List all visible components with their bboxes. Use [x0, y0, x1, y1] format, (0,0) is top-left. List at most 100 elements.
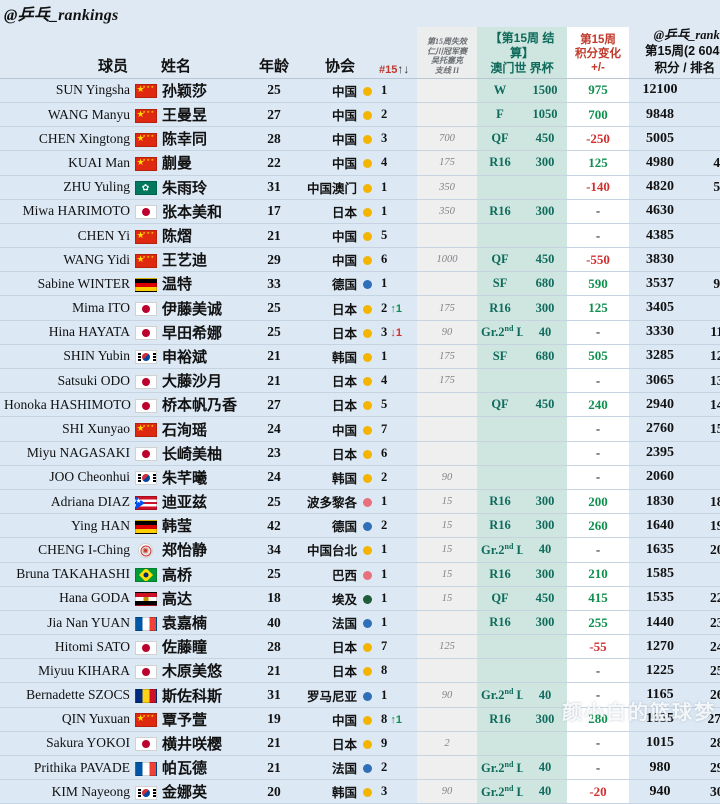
points-delta: -	[567, 416, 629, 442]
delta-line-3: +/-	[591, 62, 605, 74]
event-result: R16	[477, 295, 523, 321]
player-latin-name: CHENG I-Ching	[0, 537, 132, 563]
points-delta: 700	[567, 102, 629, 128]
assoc-rank-15: 3	[375, 126, 417, 152]
col-header-event: 【第15周 结算】 澳门世 界杯	[477, 27, 567, 79]
event-result: Gr.2nd L	[477, 682, 523, 708]
player-cn-name: 朱雨玲	[159, 175, 251, 200]
flag-icon	[132, 465, 159, 490]
player-association: 日本	[297, 368, 359, 394]
player-cn-name: 王曼昱	[159, 102, 251, 128]
world-rank: 9 ▲3	[691, 271, 720, 297]
player-age: 28	[251, 634, 297, 660]
col-header-association[interactable]: 协会	[297, 27, 359, 79]
player-age: 25	[251, 320, 297, 345]
decay-line-2: 仁川冠军赛	[427, 46, 467, 56]
player-association: 波多黎各	[297, 489, 359, 515]
player-cn-name: 温特	[159, 271, 251, 297]
continent-dot-icon	[359, 537, 375, 563]
flag-icon	[132, 755, 159, 781]
player-cn-name: 高桥	[159, 562, 251, 587]
event-points: 40	[523, 755, 567, 781]
total-points: 1165	[629, 682, 691, 708]
decay-points: 700	[417, 126, 477, 152]
col-header-age[interactable]: 年龄	[251, 27, 297, 79]
player-cn-name: 覃予萱	[159, 707, 251, 732]
event-line-1: 【第15周 结算】	[489, 30, 555, 60]
col-header-player-cn[interactable]: 姓名	[159, 27, 251, 79]
sort-arrows-icon[interactable]: ↑↓	[397, 61, 410, 76]
delta-line-1: 第15周	[580, 34, 616, 47]
table-row[interactable]: WANG Manyu王曼昱27中国2F105070098482	[0, 102, 720, 128]
decay-points: 15	[417, 537, 477, 563]
world-rank: 6	[691, 199, 720, 224]
event-result: QF	[477, 392, 523, 418]
total-points: 1270	[629, 634, 691, 660]
event-points: 300	[523, 150, 567, 176]
points-delta: 260	[567, 513, 629, 539]
decay-points	[417, 392, 477, 418]
table-row[interactable]: SUN Yingsha孙颖莎25中国1W1500975121001	[0, 78, 720, 103]
player-age: 21	[251, 658, 297, 684]
world-rank: 30 ▼1	[691, 779, 720, 804]
points-delta: 590	[567, 271, 629, 297]
col-header-rank15[interactable]: #15↑↓	[375, 27, 417, 79]
assoc-rank-15: 1	[375, 175, 417, 200]
points-delta: -140	[567, 175, 629, 200]
event-result: R16	[477, 150, 523, 176]
world-rank: 3	[691, 126, 720, 152]
player-age: 24	[251, 465, 297, 490]
points-delta: -	[567, 465, 629, 490]
world-rank: 12 ▲1	[691, 344, 720, 370]
event-points	[523, 223, 567, 249]
event-points	[523, 416, 567, 442]
event-points: 300	[523, 562, 567, 587]
points-delta: -550	[567, 247, 629, 273]
player-age: 31	[251, 682, 297, 708]
assoc-rank-15: 3 ↓1	[375, 320, 417, 345]
continent-dot-icon	[359, 223, 375, 249]
player-cn-name: 韩莹	[159, 513, 251, 539]
event-result: SF	[477, 344, 523, 370]
table-row[interactable]: CHEN Xingtong陈幸同28中国3700QF450-25050053	[0, 126, 720, 152]
points-delta: 280	[567, 707, 629, 732]
decay-points: 175	[417, 150, 477, 176]
total-points: 1585	[629, 562, 691, 587]
flag-icon	[132, 731, 159, 757]
decay-points: 125	[417, 634, 477, 660]
continent-dot-icon	[359, 150, 375, 176]
total-points: 1830	[629, 489, 691, 515]
event-points	[523, 441, 567, 466]
event-result: W	[477, 78, 523, 103]
col-header-player-latin[interactable]: 球员	[0, 27, 132, 79]
rankings-table: 球员 姓名 年龄 协会 #15↑↓ 第15周失效 仁川冠军赛 吴托塞克 支线 I…	[0, 27, 720, 804]
player-latin-name: Mima ITO	[0, 295, 132, 321]
